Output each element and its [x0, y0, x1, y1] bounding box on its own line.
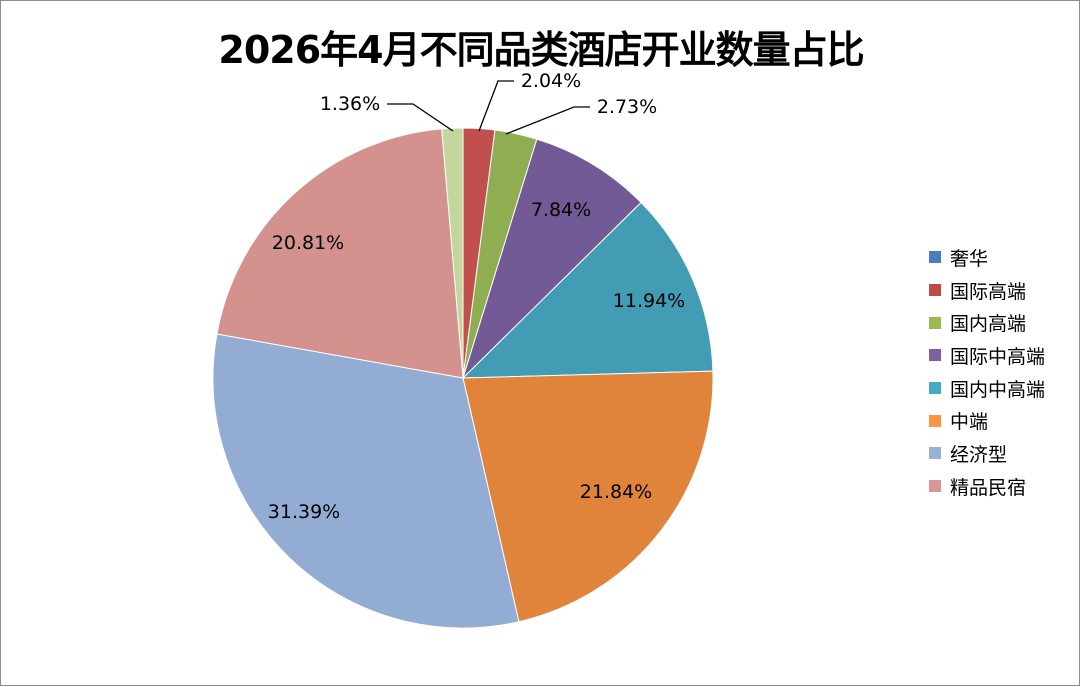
legend-swatch	[929, 349, 941, 362]
legend-label: 国内中高端	[950, 378, 1046, 401]
leader-line-奢华	[387, 103, 454, 132]
legend-item: 国际高端	[929, 274, 1045, 307]
data-labels: 1.36% 2.04% 2.73% 7.84% 11.94% 21.84% 31.39% 20…	[268, 70, 685, 523]
legend-item: 中端	[929, 404, 1045, 437]
pie-slice-国内中高端	[461, 201, 714, 379]
legend-item: 奢华	[929, 241, 1045, 274]
pie-slice-中端	[462, 370, 714, 623]
legend-swatch	[929, 284, 941, 297]
legend-swatch	[929, 316, 941, 329]
legend-swatch	[929, 382, 941, 395]
legend-label: 奢华	[950, 247, 989, 270]
legend-swatch	[929, 414, 941, 427]
pie-slice-国际中高端	[462, 138, 642, 379]
pie-slices	[212, 127, 714, 629]
legend-label: 精品民宿	[950, 476, 1027, 499]
data-label-精品民宿: 20.81%	[272, 232, 344, 254]
legend-label: 经济型	[950, 443, 1008, 466]
legend-label: 国际高端	[950, 280, 1027, 303]
legend-item: 国内中高端	[929, 372, 1045, 405]
legend-swatch	[929, 480, 941, 493]
legend-item: 精品民宿	[929, 470, 1045, 503]
data-label-国内高端: 2.73%	[597, 96, 657, 118]
data-label-奢华: 1.36%	[320, 93, 380, 115]
legend-item: 国际中高端	[929, 339, 1045, 372]
legend: 奢华国际高端国内高端国际中高端国内中高端中端经济型精品民宿	[929, 241, 1045, 503]
data-label-国际中高端: 7.84%	[531, 199, 591, 221]
legend-label: 国际中高端	[950, 345, 1046, 368]
data-label-中端: 21.84%	[580, 481, 652, 503]
leader-line-国内高端	[505, 106, 590, 135]
legend-item: 经济型	[929, 437, 1045, 470]
pie-slice-精品民宿	[216, 128, 464, 379]
legend-label: 国内高端	[950, 313, 1027, 336]
data-label-国际高端: 2.04%	[521, 70, 581, 92]
leader-lines	[387, 80, 590, 135]
data-label-国内中高端: 11.94%	[613, 290, 685, 312]
data-label-经济型: 31.39%	[268, 501, 340, 523]
pie-slice-经济型	[212, 333, 520, 629]
legend-swatch	[929, 447, 941, 460]
legend-label: 中端	[950, 411, 989, 434]
chart-title: 2026年4月不同品类酒店开业数量占比	[218, 28, 864, 72]
legend-item: 国内高端	[929, 306, 1045, 339]
legend-swatch	[929, 251, 941, 264]
leader-line-国际高端	[478, 80, 514, 132]
